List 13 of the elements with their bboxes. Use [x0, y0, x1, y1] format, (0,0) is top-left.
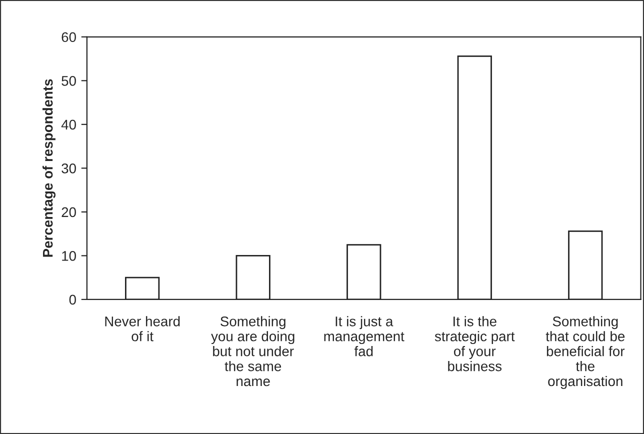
x-tick-label: It is the strategic part of your business — [434, 316, 515, 372]
x-tick-label: Something you are doing but not under the same name — [211, 316, 294, 386]
y-tick-label: 10 — [62, 251, 76, 261]
y-axis-title: Percentage of respondents — [42, 79, 56, 257]
x-tick-label: Something that could be beneficial for the organisation — [546, 316, 625, 389]
y-tick-label: 40 — [61, 120, 76, 130]
y-tick-label: 0 — [69, 294, 76, 305]
y-tick-label: 60 — [62, 32, 76, 42]
y-tick-label: 20 — [62, 207, 76, 218]
x-tick-label: It is just a management fad — [324, 316, 404, 356]
y-tick-label: 30 — [62, 164, 76, 174]
x-tick-label: Never heard of it — [105, 316, 180, 342]
y-tick-label: 50 — [62, 76, 76, 86]
